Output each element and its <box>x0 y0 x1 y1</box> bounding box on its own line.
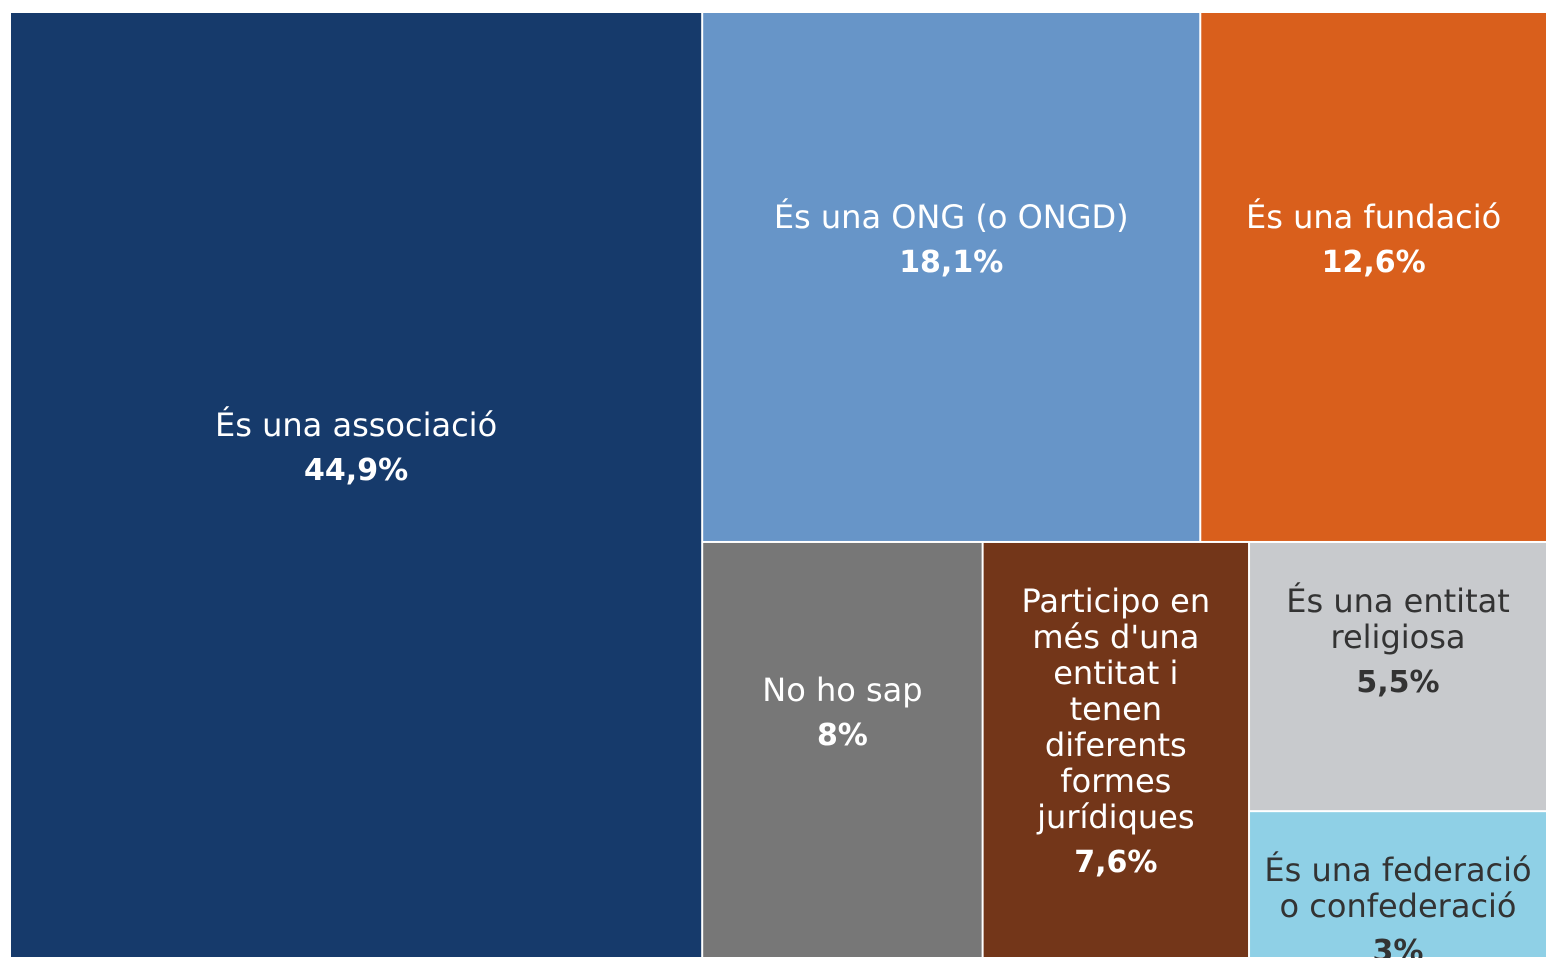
cell-value: 7,6% <box>1074 845 1157 880</box>
cell-label: És una ONG (o ONGD) <box>774 198 1129 236</box>
cell-value: 44,9% <box>304 453 408 488</box>
cell-value: 18,1% <box>899 245 1003 280</box>
treemap-cell <box>11 13 702 957</box>
treemap-cell <box>1201 13 1546 541</box>
cell-label: És una federació o confederació <box>1264 851 1531 925</box>
cell-value: 5,5% <box>1356 665 1439 700</box>
cell-label: És una associació <box>215 406 497 444</box>
treemap-cell <box>1250 812 1546 957</box>
cell-value: 8% <box>817 718 868 753</box>
cell-value: 12,6% <box>1322 245 1426 280</box>
cell-label: No ho sap <box>762 671 922 709</box>
cell-value: 3% <box>1373 934 1424 958</box>
treemap-cell <box>1250 542 1546 811</box>
treemap-cell <box>983 542 1249 957</box>
cell-label: És una fundació <box>1246 198 1501 236</box>
cell-label: És una entitat religiosa <box>1286 582 1510 656</box>
treemap-cell <box>703 13 1200 541</box>
cell-label: Participo en més d'una entitat i tenen difer… <box>1022 582 1211 836</box>
treemap-cell <box>703 542 982 957</box>
